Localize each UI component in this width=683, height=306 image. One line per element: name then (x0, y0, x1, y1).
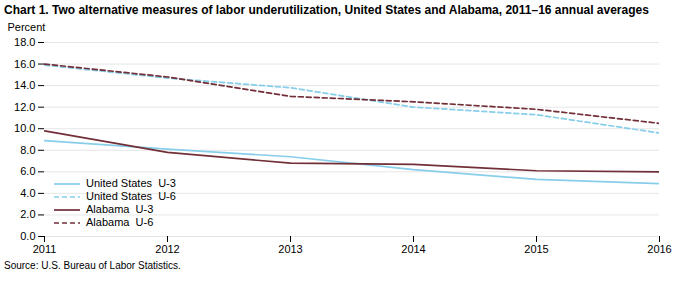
svg-text:6.0: 6.0 (20, 165, 35, 177)
svg-text:0.0: 0.0 (20, 230, 35, 242)
html-text:Alabama U-6: Alabama U-6 (86, 216, 154, 228)
svg-text:18.0: 18.0 (14, 36, 35, 48)
svg-text:16.0: 16.0 (14, 58, 35, 70)
html-text:Alabama U-3: Alabama U-3 (86, 203, 154, 215)
html-text:United States U-3: United States U-3 (86, 177, 176, 189)
html-text:Chart 1. Two alternative measu: Chart 1. Two alternative measures of lab… (4, 3, 649, 17)
svg-text:2015: 2015 (524, 243, 548, 255)
svg-text:2016: 2016 (647, 243, 671, 255)
html-text:Source: U.S. Bureau of Labor S: Source: U.S. Bureau of Labor Statistics. (4, 260, 181, 271)
svg-text:8.0: 8.0 (20, 144, 35, 156)
svg-text:14.0: 14.0 (14, 79, 35, 91)
svg-text:2014: 2014 (401, 243, 425, 255)
html-text:United States U-6: United States U-6 (86, 190, 176, 202)
svg-text:2.0: 2.0 (20, 208, 35, 220)
svg-text:12.0: 12.0 (14, 101, 35, 113)
svg-text:4.0: 4.0 (20, 187, 35, 199)
svg-text:2012: 2012 (155, 243, 179, 255)
svg-text:10.0: 10.0 (14, 122, 35, 134)
svg-text:2013: 2013 (278, 243, 302, 255)
svg-text:Percent: Percent (8, 21, 46, 33)
svg-text:2011: 2011 (33, 243, 57, 255)
